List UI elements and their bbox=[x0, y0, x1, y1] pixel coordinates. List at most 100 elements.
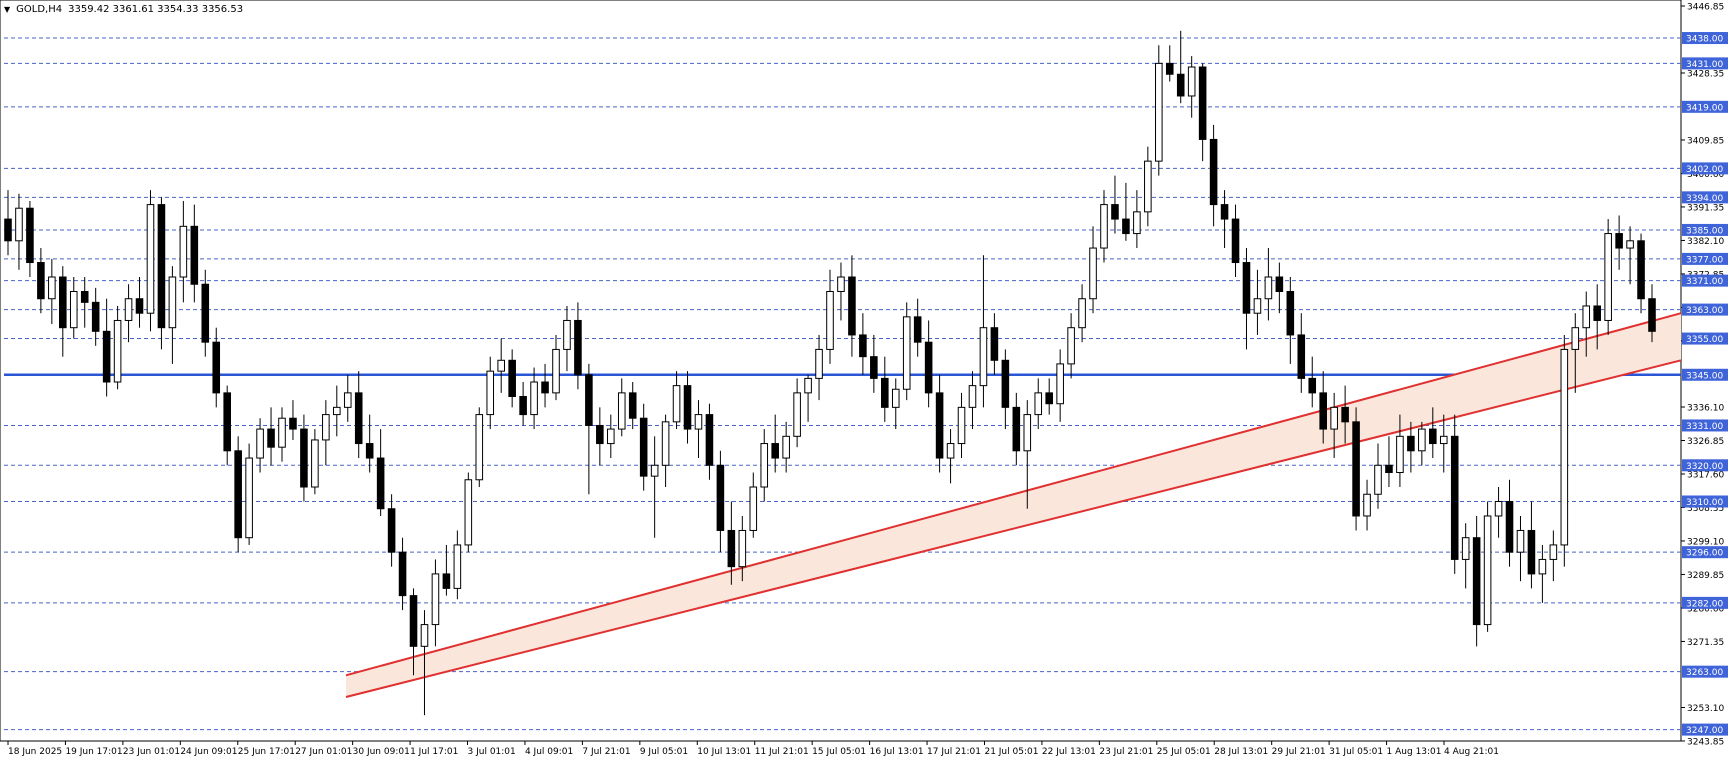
candle-body bbox=[1374, 464, 1382, 495]
y-tick-label: 3308.35 bbox=[1687, 504, 1724, 514]
level-price-tag-label: 3385.00 bbox=[1686, 226, 1723, 236]
candle-body bbox=[891, 388, 900, 408]
candle bbox=[1407, 421, 1415, 473]
candle-body bbox=[69, 290, 78, 329]
candle bbox=[771, 414, 779, 473]
candle bbox=[1593, 284, 1601, 350]
candle-body bbox=[1275, 276, 1284, 292]
level-price-tag-label: 3263.00 bbox=[1686, 668, 1723, 678]
x-tick-label: 9 Jul 05:01 bbox=[640, 747, 688, 757]
candle bbox=[135, 277, 144, 328]
candle bbox=[1034, 378, 1043, 430]
candle-body bbox=[80, 290, 89, 303]
y-tick-label: 3326.85 bbox=[1687, 437, 1724, 447]
candle-body bbox=[563, 319, 571, 350]
y-tick-label: 3317.60 bbox=[1687, 470, 1724, 480]
candle bbox=[245, 443, 253, 545]
candle-body bbox=[48, 276, 56, 300]
candle bbox=[683, 371, 692, 444]
candle bbox=[541, 363, 549, 408]
candle bbox=[431, 559, 440, 647]
candle-body bbox=[716, 464, 725, 531]
candle bbox=[1374, 443, 1382, 509]
candle-body bbox=[1122, 218, 1130, 235]
candle bbox=[1429, 407, 1437, 459]
level-price-tag-label: 3282.00 bbox=[1686, 599, 1723, 609]
candle-body bbox=[1144, 160, 1152, 213]
candle-body bbox=[245, 457, 253, 539]
candle-body bbox=[1615, 233, 1623, 249]
candle bbox=[650, 436, 659, 538]
x-tick-label: 1 Jul 17:01 bbox=[410, 747, 458, 757]
candle-body bbox=[322, 414, 330, 441]
candle bbox=[826, 269, 834, 364]
candle-body bbox=[1396, 435, 1404, 474]
candle bbox=[322, 400, 330, 466]
candle-body bbox=[837, 276, 845, 292]
candle bbox=[705, 403, 714, 480]
candle-body bbox=[552, 348, 560, 394]
x-tick-label: 31 Jul 05:01 bbox=[1329, 747, 1383, 757]
channel-lower-line[interactable] bbox=[345, 359, 1682, 698]
candle-body bbox=[475, 414, 484, 481]
x-tick-label: 3 Jul 01:01 bbox=[468, 747, 516, 757]
candle-body bbox=[365, 443, 374, 459]
candle-body bbox=[694, 414, 703, 430]
candle bbox=[1253, 269, 1262, 335]
candle bbox=[749, 472, 758, 538]
x-tick-label: 28 Jul 13:01 bbox=[1214, 747, 1268, 757]
candle bbox=[1330, 392, 1338, 459]
candle bbox=[508, 349, 516, 408]
candle bbox=[289, 400, 297, 440]
candle bbox=[1187, 56, 1196, 118]
candle-body bbox=[607, 428, 615, 445]
candle bbox=[179, 200, 188, 303]
candle-body bbox=[859, 334, 867, 358]
candle bbox=[913, 298, 922, 357]
level-price-tag bbox=[1682, 665, 1728, 678]
y-tick-label: 3253.10 bbox=[1687, 704, 1724, 714]
x-tick-label: 25 Jul 05:01 bbox=[1157, 747, 1211, 757]
candle-body bbox=[1078, 298, 1086, 329]
x-tick-label: 24 Jun 09:01 bbox=[180, 747, 237, 757]
candle-body bbox=[913, 316, 922, 343]
candle bbox=[1122, 182, 1130, 241]
y-tick-label: 3428.35 bbox=[1687, 69, 1724, 79]
candle-body bbox=[771, 443, 779, 459]
candle bbox=[453, 530, 462, 600]
candle-body bbox=[1549, 544, 1558, 560]
level-price-tag-label: 3394.00 bbox=[1686, 194, 1723, 204]
candle-body bbox=[343, 392, 352, 408]
candle-body bbox=[1187, 66, 1196, 97]
candle-body bbox=[1330, 406, 1338, 430]
candle-body bbox=[848, 276, 856, 336]
y-tick-label: 3382.10 bbox=[1687, 237, 1724, 247]
candle-body bbox=[300, 428, 308, 488]
candle bbox=[48, 258, 56, 325]
x-tick-label: 4 Jul 09:01 bbox=[525, 747, 573, 757]
candle bbox=[300, 414, 308, 502]
candle bbox=[1297, 313, 1306, 393]
channel-upper-line[interactable] bbox=[345, 312, 1682, 677]
candle-body bbox=[497, 359, 505, 372]
candle-body bbox=[376, 457, 385, 510]
candle-body bbox=[1385, 464, 1393, 474]
x-tick-label: 7 Jul 21:01 bbox=[582, 747, 630, 757]
chart-header: ▼ GOLD,H4 3359.42 3361.61 3354.33 3356.5… bbox=[4, 4, 243, 15]
candle bbox=[1242, 248, 1251, 350]
candle-body bbox=[1341, 406, 1349, 423]
level-price-tag bbox=[1682, 100, 1728, 113]
symbol-menu-icon[interactable]: ▼ bbox=[4, 5, 11, 14]
candle-body bbox=[530, 381, 538, 416]
candle bbox=[80, 277, 89, 328]
candle bbox=[1637, 233, 1645, 314]
candle-body bbox=[256, 428, 264, 459]
x-tick-label: 10 Jul 13:01 bbox=[697, 747, 751, 757]
candle bbox=[1286, 277, 1295, 364]
candle-body bbox=[157, 204, 166, 329]
level-price-tag bbox=[1682, 303, 1728, 316]
candle-body bbox=[749, 486, 758, 531]
candle bbox=[782, 421, 790, 473]
